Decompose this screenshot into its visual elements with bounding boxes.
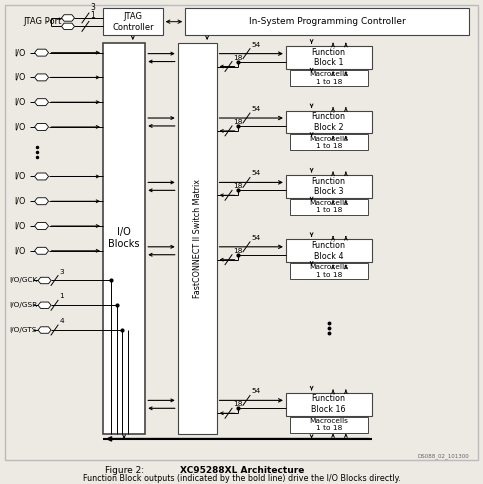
Text: Function
Block 1: Function Block 1 <box>312 48 346 67</box>
Polygon shape <box>35 123 49 130</box>
Text: JTAG Port: JTAG Port <box>23 17 61 26</box>
Text: 18: 18 <box>233 119 243 125</box>
Text: 54: 54 <box>252 42 261 48</box>
Text: Macrocells
1 to 18: Macrocells 1 to 18 <box>309 418 348 431</box>
Text: Function
Block 2: Function Block 2 <box>312 112 346 132</box>
Text: I/O/GCK: I/O/GCK <box>10 277 38 284</box>
Text: 3: 3 <box>59 269 64 274</box>
Text: Macrocells
1 to 18: Macrocells 1 to 18 <box>309 200 348 213</box>
Text: 54: 54 <box>252 170 261 177</box>
Text: 1: 1 <box>59 293 64 299</box>
Text: I/O/GTS: I/O/GTS <box>10 327 37 333</box>
Polygon shape <box>61 23 74 30</box>
Text: 54: 54 <box>252 389 261 394</box>
Text: Function Block outputs (indicated by the bold line) drive the I/O Blocks directl: Function Block outputs (indicated by the… <box>83 474 400 483</box>
Text: JTAG
Controller: JTAG Controller <box>112 12 154 31</box>
Bar <box>286 110 371 134</box>
Polygon shape <box>35 247 49 254</box>
Text: 18: 18 <box>233 55 243 60</box>
Text: In-System Programming Controller: In-System Programming Controller <box>249 17 406 26</box>
Text: I/O: I/O <box>14 222 26 230</box>
Bar <box>290 199 368 214</box>
Polygon shape <box>38 327 51 333</box>
Text: 3: 3 <box>90 3 95 12</box>
Bar <box>286 240 371 262</box>
Bar <box>290 70 368 86</box>
Bar <box>286 393 371 416</box>
Polygon shape <box>38 302 51 308</box>
Bar <box>103 43 145 434</box>
Polygon shape <box>35 173 49 180</box>
Bar <box>290 417 368 433</box>
Text: Function
Block 3: Function Block 3 <box>312 177 346 196</box>
Text: Macrocells
1 to 18: Macrocells 1 to 18 <box>309 264 348 278</box>
Text: 4: 4 <box>59 318 64 324</box>
Bar <box>178 43 216 434</box>
Text: Figure 2:: Figure 2: <box>105 466 150 475</box>
Text: Function
Block 16: Function Block 16 <box>312 394 346 414</box>
Bar <box>290 263 368 279</box>
Bar <box>286 175 371 198</box>
Text: 18: 18 <box>233 183 243 189</box>
Bar <box>290 135 368 150</box>
Text: 54: 54 <box>252 235 261 241</box>
Text: I/O: I/O <box>14 172 26 181</box>
Bar <box>103 8 163 35</box>
Polygon shape <box>35 99 49 106</box>
Text: I/O: I/O <box>14 122 26 132</box>
Text: I/O: I/O <box>14 48 26 57</box>
Bar <box>286 46 371 69</box>
Polygon shape <box>35 223 49 229</box>
Text: XC95288XL Architecture: XC95288XL Architecture <box>180 466 305 475</box>
Text: I/O: I/O <box>14 197 26 206</box>
Text: 1: 1 <box>90 12 95 20</box>
Text: 18: 18 <box>233 248 243 254</box>
Polygon shape <box>35 198 49 205</box>
Polygon shape <box>35 49 49 56</box>
Text: Macrocells
1 to 18: Macrocells 1 to 18 <box>309 136 348 149</box>
Text: Function
Block 4: Function Block 4 <box>312 241 346 261</box>
Text: 18: 18 <box>233 401 243 408</box>
Text: I/O
Blocks: I/O Blocks <box>108 227 140 249</box>
Polygon shape <box>61 15 74 21</box>
Text: 54: 54 <box>252 106 261 112</box>
Text: I/O/GSR: I/O/GSR <box>10 302 38 308</box>
Text: I/O: I/O <box>14 73 26 82</box>
Text: Macrocells
1 to 18: Macrocells 1 to 18 <box>309 71 348 85</box>
Bar <box>185 8 469 35</box>
Text: I/O: I/O <box>14 98 26 106</box>
Text: FastCONNECT II Switch Matrix: FastCONNECT II Switch Matrix <box>193 179 201 298</box>
Polygon shape <box>38 277 51 284</box>
Polygon shape <box>35 74 49 81</box>
Text: DS088_02_101300: DS088_02_101300 <box>418 454 469 459</box>
Text: I/O: I/O <box>14 246 26 255</box>
